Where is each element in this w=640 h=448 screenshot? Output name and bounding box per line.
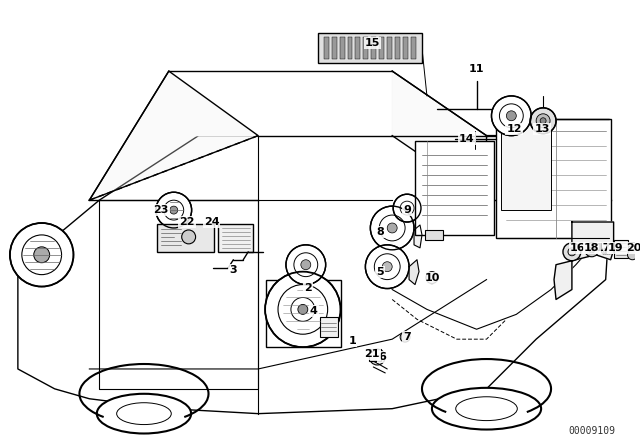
- Circle shape: [369, 349, 385, 365]
- Polygon shape: [90, 71, 486, 200]
- Polygon shape: [409, 260, 419, 284]
- Bar: [348, 37, 353, 59]
- Bar: [157, 224, 214, 252]
- Bar: [411, 37, 416, 59]
- Bar: [501, 123, 551, 210]
- Circle shape: [536, 114, 550, 128]
- Bar: [371, 37, 376, 59]
- Circle shape: [265, 271, 340, 347]
- Bar: [218, 224, 253, 252]
- Polygon shape: [392, 71, 486, 200]
- Text: 11: 11: [469, 64, 484, 74]
- Bar: [324, 37, 329, 59]
- Polygon shape: [554, 222, 614, 299]
- Bar: [387, 37, 392, 59]
- Circle shape: [365, 245, 409, 289]
- Text: 15: 15: [365, 38, 380, 48]
- Polygon shape: [414, 225, 422, 248]
- Text: 13: 13: [534, 124, 550, 134]
- Circle shape: [506, 111, 516, 121]
- Circle shape: [393, 194, 421, 222]
- Circle shape: [400, 332, 410, 342]
- Bar: [497, 119, 611, 238]
- Circle shape: [156, 192, 191, 228]
- Circle shape: [301, 260, 311, 270]
- Circle shape: [426, 271, 438, 284]
- Text: 7: 7: [403, 332, 411, 342]
- Bar: [317, 33, 422, 63]
- Bar: [364, 37, 369, 59]
- Circle shape: [182, 230, 196, 244]
- Circle shape: [382, 262, 392, 271]
- Circle shape: [10, 223, 74, 287]
- Text: 1: 1: [349, 336, 356, 346]
- Circle shape: [585, 243, 598, 257]
- Bar: [355, 37, 360, 59]
- Bar: [395, 37, 400, 59]
- Circle shape: [568, 248, 576, 256]
- Ellipse shape: [432, 388, 541, 430]
- Circle shape: [627, 250, 637, 260]
- Circle shape: [298, 305, 308, 314]
- Text: 16: 16: [570, 243, 586, 253]
- Circle shape: [34, 247, 50, 263]
- Text: 22: 22: [179, 217, 195, 227]
- Text: 5: 5: [376, 267, 384, 277]
- Text: 23: 23: [153, 205, 168, 215]
- Text: 24: 24: [204, 217, 220, 227]
- Text: 14: 14: [459, 134, 474, 144]
- Text: 6: 6: [378, 352, 386, 362]
- Text: 12: 12: [507, 124, 522, 134]
- Bar: [266, 280, 340, 347]
- Polygon shape: [18, 136, 611, 414]
- Text: 4: 4: [310, 306, 317, 316]
- Bar: [320, 317, 337, 337]
- Text: 3: 3: [230, 265, 237, 275]
- Text: 18: 18: [584, 243, 600, 253]
- Circle shape: [170, 206, 178, 214]
- Text: 9: 9: [403, 205, 411, 215]
- Circle shape: [492, 96, 531, 136]
- Bar: [425, 230, 443, 240]
- Text: 19: 19: [608, 243, 623, 253]
- Text: 21: 21: [365, 349, 380, 359]
- Bar: [403, 37, 408, 59]
- Bar: [332, 37, 337, 59]
- Circle shape: [589, 247, 595, 253]
- Circle shape: [286, 245, 326, 284]
- Bar: [380, 37, 384, 59]
- Bar: [369, 349, 381, 361]
- Text: 10: 10: [424, 273, 440, 283]
- Circle shape: [540, 118, 546, 124]
- Text: 2: 2: [304, 283, 312, 293]
- Circle shape: [530, 108, 556, 134]
- Circle shape: [371, 206, 414, 250]
- Circle shape: [387, 223, 397, 233]
- Polygon shape: [90, 71, 258, 200]
- Bar: [614, 240, 627, 258]
- Text: 17: 17: [596, 243, 611, 253]
- Ellipse shape: [97, 394, 191, 434]
- Bar: [415, 141, 495, 235]
- Bar: [340, 37, 344, 59]
- Text: 00009109: 00009109: [568, 426, 616, 436]
- Text: 20: 20: [626, 243, 640, 253]
- Circle shape: [563, 243, 581, 261]
- Text: 8: 8: [376, 227, 384, 237]
